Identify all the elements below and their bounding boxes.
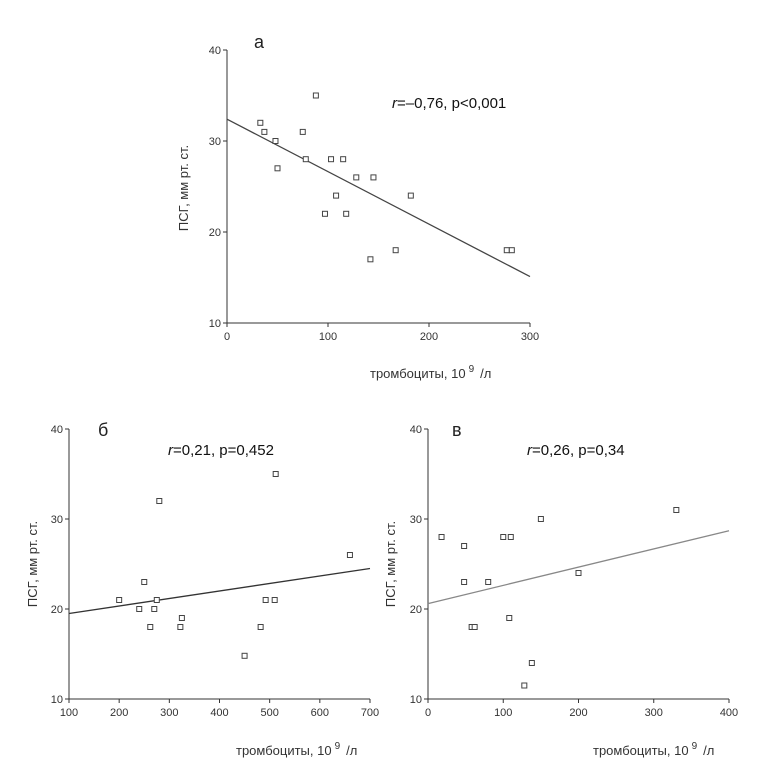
- data-point: [346, 552, 353, 558]
- data-point: [461, 543, 468, 549]
- data-point: [537, 516, 544, 522]
- data-point: [257, 119, 264, 126]
- data-point: [302, 156, 309, 163]
- data-point: [116, 597, 123, 603]
- y-axis-label: ПСГ, мм рт. ст.: [383, 521, 398, 607]
- data-point: [177, 624, 184, 630]
- data-point: [153, 597, 160, 603]
- data-point: [471, 624, 478, 630]
- correlation-stat: r=0,21, p=0,452: [168, 442, 274, 459]
- data-point: [485, 579, 492, 585]
- data-point: [151, 606, 158, 612]
- x-tick-label: 300: [645, 707, 663, 719]
- data-point: [272, 471, 279, 477]
- data-point: [343, 210, 350, 217]
- x-tick-label: 500: [260, 707, 278, 719]
- data-point: [461, 579, 468, 585]
- data-point: [340, 156, 347, 163]
- y-tick-label: 30: [410, 514, 422, 526]
- y-axis-label: ПСГ, мм рт. ст.: [176, 145, 191, 231]
- x-axis-label: тромбоциты, 10 9/л: [593, 741, 714, 758]
- data-point: [136, 606, 143, 612]
- data-point: [261, 128, 268, 135]
- data-point: [274, 165, 281, 172]
- chart-panel-b: 10 20 30 40 100 200 300 400 500 600 700 б r=0,21, p=…: [25, 420, 379, 758]
- data-point: [392, 247, 399, 254]
- x-tick-label: 600: [311, 707, 329, 719]
- y-tick-label: 20: [209, 227, 221, 239]
- trend-line: [68, 567, 371, 615]
- data-point: [353, 174, 360, 181]
- x-tick-label: 300: [521, 331, 539, 343]
- y-tick-label: 30: [209, 136, 221, 148]
- correlation-stat: r=–0,76, p<0,001: [392, 95, 506, 112]
- x-tick-label: 200: [569, 707, 587, 719]
- data-point: [500, 534, 507, 540]
- x-tick-label: 700: [361, 707, 379, 719]
- x-tick-label: 100: [319, 331, 337, 343]
- data-point: [367, 256, 374, 263]
- y-tick-label: 10: [410, 694, 422, 706]
- trend-line: [226, 118, 531, 278]
- data-point: [333, 192, 340, 199]
- trend-line: [427, 530, 730, 605]
- x-tick-label: 0: [425, 707, 431, 719]
- data-point: [506, 615, 513, 621]
- x-tick-label: 200: [420, 331, 438, 343]
- y-tick-label: 20: [410, 604, 422, 616]
- data-point: [141, 579, 148, 585]
- x-axis-label: тромбоциты, 10 9/л: [236, 741, 357, 758]
- x-axis-label: тромбоциты, 10 9/л: [370, 364, 491, 381]
- data-point: [407, 192, 414, 199]
- data-point: [241, 652, 248, 659]
- y-tick-label: 30: [51, 514, 63, 526]
- x-tick-label: 300: [160, 707, 178, 719]
- y-tick-label: 40: [51, 424, 63, 436]
- x-tick-label: 200: [110, 707, 128, 719]
- x-tick-label: 400: [720, 707, 738, 719]
- panel-label: в: [452, 420, 462, 440]
- y-tick-label: 20: [51, 604, 63, 616]
- panel-label: б: [98, 420, 108, 440]
- data-point: [178, 615, 185, 621]
- correlation-stat: r=0,26, p=0,34: [527, 442, 625, 459]
- y-tick-label: 40: [410, 424, 422, 436]
- y-axis-label: ПСГ, мм рт. ст.: [25, 521, 40, 607]
- y-tick-label: 40: [209, 45, 221, 57]
- data-point: [156, 498, 163, 504]
- y-tick-label: 10: [51, 694, 63, 706]
- data-point: [299, 128, 306, 135]
- data-point: [575, 570, 582, 576]
- data-point: [521, 682, 528, 689]
- data-point: [271, 597, 278, 603]
- data-point: [272, 138, 279, 144]
- data-point: [262, 597, 269, 603]
- data-point: [528, 660, 535, 666]
- data-point: [257, 624, 264, 630]
- x-tick-label: 100: [494, 707, 512, 719]
- x-tick-label: 0: [224, 331, 230, 343]
- x-tick-label: 100: [60, 707, 78, 719]
- panel-label: а: [254, 32, 265, 52]
- data-point: [438, 534, 445, 540]
- y-tick-label: 10: [209, 318, 221, 330]
- data-point: [503, 247, 510, 254]
- data-point: [312, 92, 319, 99]
- data-point: [508, 247, 515, 254]
- data-point: [370, 174, 377, 181]
- data-point: [321, 210, 328, 217]
- data-point: [147, 624, 154, 630]
- chart-panel-a: 10 20 30 40 0 100 200 300 а r=–0,76, p<0,001 ПСГ, …: [176, 32, 539, 381]
- data-point: [507, 534, 514, 540]
- x-tick-label: 400: [210, 707, 228, 719]
- data-point: [673, 507, 680, 513]
- data-point: [328, 156, 335, 163]
